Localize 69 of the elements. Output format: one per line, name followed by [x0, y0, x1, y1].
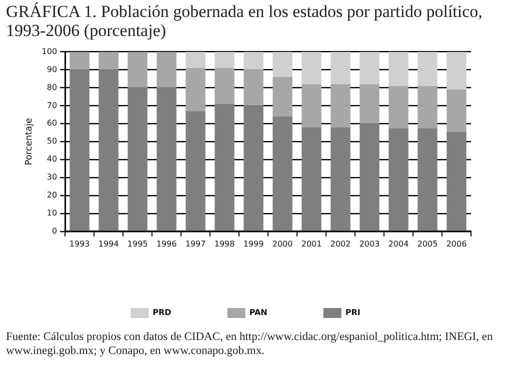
bar	[418, 86, 438, 128]
bar	[388, 86, 408, 128]
bar	[272, 52, 292, 77]
legend-label: PAN	[249, 308, 268, 318]
bar	[360, 52, 380, 84]
x-tick-label: 2000	[272, 239, 293, 248]
bar	[302, 52, 322, 84]
x-tick-label: 1996	[156, 239, 177, 248]
bar	[98, 52, 118, 70]
x-tick-label: 1998	[214, 239, 235, 248]
bar	[302, 127, 322, 231]
bar	[446, 132, 466, 231]
y-tick-label: 70	[46, 100, 58, 110]
bar	[186, 52, 206, 68]
bar	[128, 52, 148, 88]
bar	[244, 70, 264, 106]
source-note: Fuente: Cálculos propios con datos de CIDAC, en http://www.cidac.org/espaniol_politica.htm; INEGI, en www.inegi.gob.mx; y Conapo, en www.conapo.gob.mx.	[6, 330, 494, 358]
bar	[156, 52, 176, 88]
y-tick-label: 0	[52, 226, 58, 236]
bar	[446, 52, 466, 90]
bar	[418, 128, 438, 231]
x-tick-label: 2005	[417, 239, 438, 248]
bar	[388, 52, 408, 86]
bar	[330, 84, 350, 128]
x-tick-label: 1999	[243, 239, 264, 248]
bar	[360, 84, 380, 124]
y-tick-label: 50	[46, 136, 58, 146]
x-tick-label: 1995	[127, 239, 148, 248]
legend-label: PRI	[345, 308, 360, 318]
x-tick-label: 2006	[446, 239, 467, 248]
y-tick-label: 90	[46, 64, 58, 74]
y-tick-label: 100	[42, 46, 58, 56]
legend-label: PRD	[152, 308, 172, 318]
bar	[244, 106, 264, 231]
bar	[214, 104, 234, 231]
bar	[418, 52, 438, 86]
y-tick-label: 30	[46, 172, 58, 182]
bar	[70, 70, 90, 231]
bar	[272, 76, 292, 116]
bar	[388, 128, 408, 231]
x-tick-label: 1993	[69, 239, 90, 248]
y-tick-label: 10	[46, 208, 58, 218]
bar	[214, 52, 234, 68]
x-tick-label: 1994	[98, 239, 119, 248]
y-tick-label: 80	[46, 82, 58, 92]
x-tick-label: 1997	[185, 239, 206, 248]
y-tick-label: 40	[46, 154, 58, 164]
bar	[330, 52, 350, 84]
x-tick-label: 2003	[359, 239, 380, 248]
y-tick-label: 20	[46, 190, 58, 200]
bar	[446, 90, 466, 132]
bar	[186, 68, 206, 112]
bar	[302, 84, 322, 128]
bar	[214, 68, 234, 104]
bar	[70, 52, 90, 70]
chart-title: GRÁFICA 1. Población gobernada en los estados por partido político, 1993-2006 (porcentaje)	[6, 2, 484, 40]
bar	[98, 70, 118, 231]
bar	[186, 111, 206, 231]
x-tick-label: 2002	[330, 239, 351, 248]
bar	[360, 124, 380, 231]
bar	[156, 88, 176, 231]
bar	[330, 127, 350, 231]
x-tick-label: 2004	[388, 239, 409, 248]
y-axis-title: Porcentaje	[24, 117, 35, 166]
y-tick-label: 60	[46, 118, 58, 128]
x-tick-label: 2001	[301, 239, 322, 248]
bar	[128, 88, 148, 231]
bar	[272, 116, 292, 231]
bar	[244, 52, 264, 70]
